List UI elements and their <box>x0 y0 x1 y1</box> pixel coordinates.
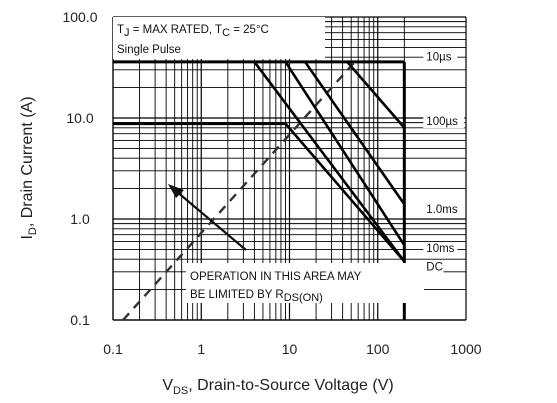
series-label-bg <box>423 260 444 274</box>
series-labels: 10µs 100µs 1.0ms 10ms DC <box>423 50 465 274</box>
conditions-box <box>113 17 325 59</box>
x-axis-title: VDS, Drain-to-Source Voltage (V) <box>162 377 393 397</box>
series-line-10ms <box>284 122 406 263</box>
single-pulse-label: Single Pulse <box>117 44 181 56</box>
x-tick-label: 100 <box>366 341 390 357</box>
series-label: 10ms <box>426 243 454 255</box>
series-label-bg <box>423 202 465 216</box>
series-label: 10µs <box>426 52 451 64</box>
series-line-DC <box>253 61 406 263</box>
x-tick-label: 1000 <box>450 341 481 357</box>
series-label-bg <box>423 115 465 129</box>
x-tick-label: 10 <box>282 341 298 357</box>
series-lines <box>253 60 406 263</box>
y-tick-label: 0.1 <box>70 312 90 328</box>
conditions-line: TJ = MAX RATED, TC = 25°C <box>117 24 269 39</box>
x-tick-label: 0.1 <box>103 341 123 357</box>
series-line-1.0ms <box>284 61 406 246</box>
series-label: 1.0ms <box>426 204 458 216</box>
annotation-line-1: OPERATION IN THIS AREA MAY <box>190 271 362 283</box>
series-line-10µs <box>346 60 406 129</box>
annotation-arrow-head <box>168 184 184 198</box>
y-tick-label: 1.0 <box>70 211 90 227</box>
annotation-box <box>186 263 424 303</box>
y-tick-label: 10.0 <box>66 110 93 126</box>
series-label: DC <box>426 261 443 273</box>
rds-on-limit-line <box>122 61 356 321</box>
series-line-100µs <box>303 61 406 205</box>
series-label-bg <box>423 242 458 256</box>
tick-labels: 0.1 1 10 100 1000 100.0 10.0 1.0 0.1 <box>62 9 481 357</box>
y-axis-title: ID, Drain Current (A) <box>19 96 39 239</box>
annotation-line-2: BE LIMITED BY RDS(ON) <box>190 289 323 304</box>
y-tick-label: 100.0 <box>62 9 97 25</box>
series-label-bg <box>423 50 458 64</box>
annotation-arrow-shaft <box>175 190 247 251</box>
x-tick-label: 1 <box>197 341 205 357</box>
series-label: 100µs <box>426 116 458 128</box>
